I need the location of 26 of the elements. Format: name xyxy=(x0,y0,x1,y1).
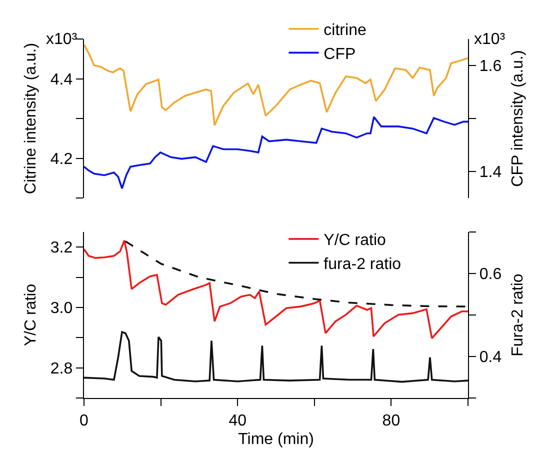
y2-tick-label: 0.6 xyxy=(479,266,502,284)
line-series xyxy=(84,116,468,190)
y-tick-label: 3.0 xyxy=(50,300,73,318)
y2-tick-label: 1.4 xyxy=(479,164,502,182)
y2-axis-title: CFP intensity (a.u.) xyxy=(509,50,526,187)
y-axis-title: Y/C ratio xyxy=(22,284,40,346)
y-tick-label: 4.4 xyxy=(50,71,73,88)
x-tick-label: 40 xyxy=(228,412,247,430)
y-tick-label: 3.2 xyxy=(50,240,73,257)
legend-label: fura-2 ratio xyxy=(324,256,402,273)
legend-label: Y/C ratio xyxy=(324,232,386,250)
y2-tick-label: 1.6 xyxy=(479,58,502,76)
y2-tick-label: 0.4 xyxy=(479,349,502,366)
x-tick-label: 0 xyxy=(80,412,89,430)
legend-label: citrine xyxy=(324,22,366,40)
y-tick-label: 4.2 xyxy=(50,150,73,168)
line-series xyxy=(84,44,468,126)
x-tick-label: 80 xyxy=(382,412,400,430)
y2-axis-title: Fura-2 ratio xyxy=(509,274,526,356)
legend-label: CFP xyxy=(324,46,356,63)
line-series xyxy=(84,331,468,383)
y-axis-title: Citrine intensity (a.u.) xyxy=(22,42,40,194)
y-tick-label: 2.8 xyxy=(50,360,73,378)
x-axis-title: Time (min) xyxy=(238,431,314,448)
text: x10³ xyxy=(46,31,78,48)
text: x10³ xyxy=(474,31,506,48)
